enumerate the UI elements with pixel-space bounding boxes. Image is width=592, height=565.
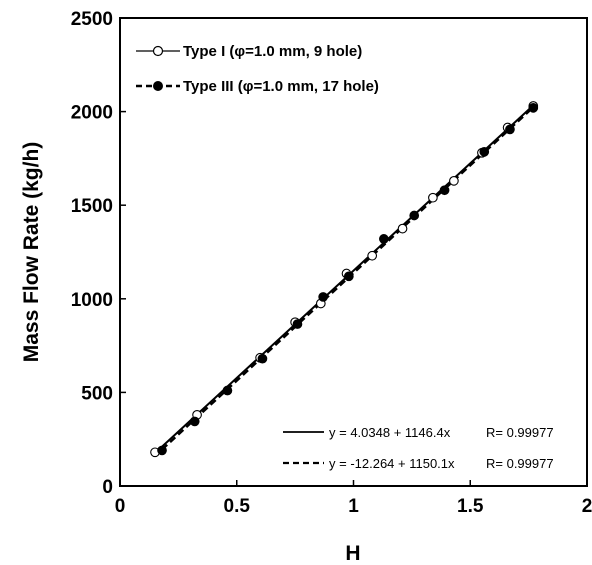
type-iii-data-point — [505, 124, 515, 135]
type-iii-data-point — [379, 234, 389, 244]
legend-marker-type-iii — [153, 81, 163, 91]
type-iii-data-point — [479, 146, 490, 157]
x-axis-label: H — [345, 542, 360, 565]
series-markers — [150, 101, 539, 458]
type-iii-data-point — [257, 353, 268, 364]
type-i-data-point — [428, 192, 438, 203]
type-iii-data-point — [318, 292, 328, 302]
type-iii-data-point — [157, 445, 167, 456]
type-iii-data-point — [439, 185, 450, 196]
fit-equation-2: y = -12.264 + 1150.1x — [329, 456, 455, 471]
legend-marker-type-i — [152, 45, 164, 57]
type-iii-data-point — [409, 210, 420, 221]
fit-equation-1: y = 4.0348 + 1146.4x — [329, 425, 451, 440]
x-tick-label: 0 — [115, 496, 126, 517]
legend-label-type-i: Type I (φ=1.0 mm, 9 hole) — [183, 43, 362, 60]
x-tick-label: 1.5 — [457, 496, 484, 517]
type-iii-data-point — [528, 103, 539, 113]
type-iii-data-point — [189, 416, 200, 427]
fit-line-2 — [161, 106, 535, 451]
x-tick-label: 1 — [348, 496, 359, 517]
y-tick-label: 0 — [102, 477, 113, 498]
legend: Type I (φ=1.0 mm, 9 hole) Type III (φ=1.… — [136, 43, 379, 95]
y-tick-label: 2500 — [71, 9, 113, 30]
type-iii-data-point — [292, 319, 303, 329]
fit-r-1: R= 0.99977 — [486, 425, 554, 440]
legend-label-type-iii: Type III (φ=1.0 mm, 17 hole) — [183, 78, 379, 95]
y-tick-label: 1500 — [71, 196, 113, 217]
axis-ticks: 0 0.5 1 1.5 2 0 500 1000 1500 2000 2500 — [71, 9, 592, 517]
y-tick-label: 2000 — [71, 103, 113, 124]
fit-legend: y = 4.0348 + 1146.4x R= 0.99977 y = -12.… — [283, 425, 554, 471]
y-tick-label: 500 — [81, 383, 113, 404]
fit-r-2: R= 0.99977 — [486, 456, 554, 471]
x-tick-label: 2 — [582, 496, 592, 517]
type-i-data-point — [397, 223, 408, 234]
y-tick-label: 1000 — [71, 290, 113, 311]
y-axis-label: Mass Flow Rate (kg/h) — [20, 142, 43, 363]
x-tick-label: 0.5 — [224, 496, 251, 517]
type-iii-data-point — [343, 271, 354, 282]
type-i-data-point — [449, 176, 459, 186]
type-i-data-point — [367, 250, 378, 261]
type-iii-data-point — [222, 385, 233, 396]
